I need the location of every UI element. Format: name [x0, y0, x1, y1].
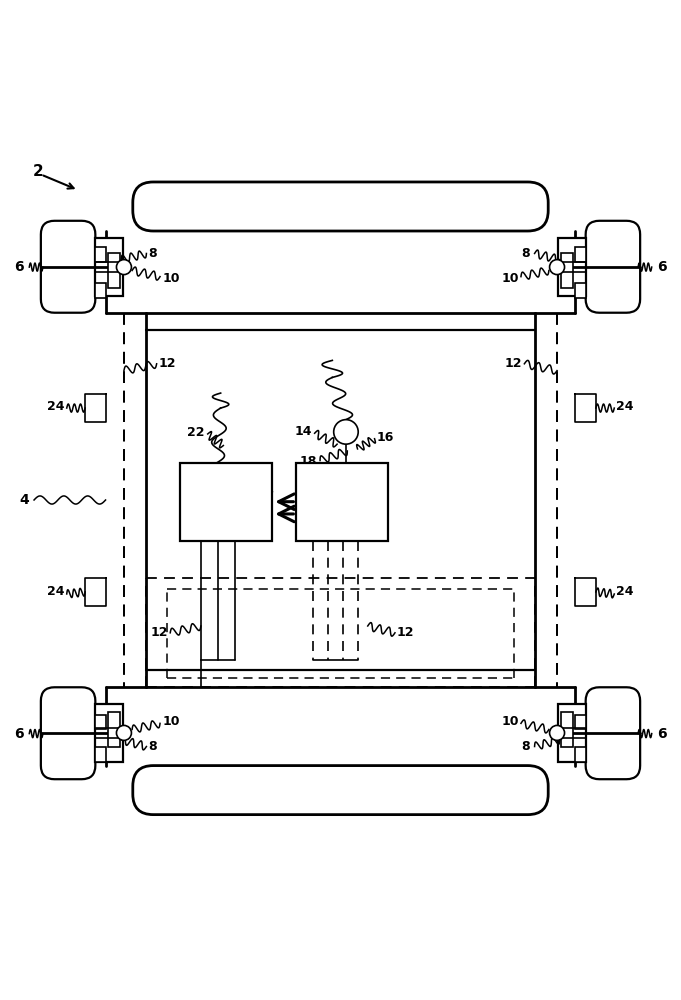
Bar: [575, 247, 586, 262]
Bar: [561, 253, 573, 288]
Text: 2: 2: [33, 164, 44, 179]
Bar: [95, 715, 106, 729]
Bar: [575, 715, 586, 729]
Text: 8: 8: [521, 740, 530, 753]
FancyBboxPatch shape: [586, 221, 640, 313]
FancyBboxPatch shape: [133, 766, 548, 815]
Text: 24: 24: [616, 585, 634, 598]
Bar: [558, 704, 586, 762]
FancyBboxPatch shape: [586, 687, 640, 779]
Bar: [108, 712, 120, 747]
Bar: [296, 463, 388, 541]
Bar: [575, 747, 586, 762]
Bar: [95, 238, 123, 296]
Text: 8: 8: [148, 247, 157, 260]
Bar: [180, 463, 272, 541]
Circle shape: [550, 725, 565, 740]
Text: 24: 24: [47, 400, 65, 413]
Text: 12: 12: [396, 626, 414, 639]
Text: 18: 18: [300, 455, 317, 468]
Text: 16: 16: [377, 431, 394, 444]
Text: 24: 24: [47, 585, 65, 598]
Text: 10: 10: [501, 272, 519, 285]
Text: 10: 10: [501, 715, 519, 728]
Text: 6: 6: [657, 727, 667, 741]
Text: 6: 6: [14, 260, 24, 274]
FancyBboxPatch shape: [41, 687, 95, 779]
Text: 20: 20: [235, 473, 253, 486]
Bar: [95, 283, 106, 298]
Bar: [558, 238, 586, 296]
Circle shape: [116, 725, 131, 740]
Text: 12: 12: [159, 357, 176, 370]
Bar: [95, 747, 106, 762]
Bar: [561, 712, 573, 747]
Text: 8: 8: [148, 740, 157, 753]
Text: 10: 10: [162, 272, 180, 285]
Text: 8: 8: [521, 247, 530, 260]
Text: 6: 6: [14, 727, 24, 741]
Text: 4: 4: [19, 493, 29, 507]
FancyBboxPatch shape: [133, 182, 548, 231]
Bar: [108, 253, 120, 288]
Bar: [95, 247, 106, 262]
Text: 10: 10: [162, 715, 180, 728]
Circle shape: [550, 260, 565, 275]
Text: 14: 14: [294, 425, 312, 438]
Text: 6: 6: [657, 260, 667, 274]
Circle shape: [334, 420, 358, 444]
Text: 24: 24: [616, 400, 634, 413]
Bar: [95, 704, 123, 762]
Text: 22: 22: [187, 426, 205, 439]
Bar: [575, 283, 586, 298]
Circle shape: [116, 260, 131, 275]
FancyBboxPatch shape: [41, 221, 95, 313]
Text: 12: 12: [504, 357, 522, 370]
Text: 12: 12: [151, 626, 168, 639]
